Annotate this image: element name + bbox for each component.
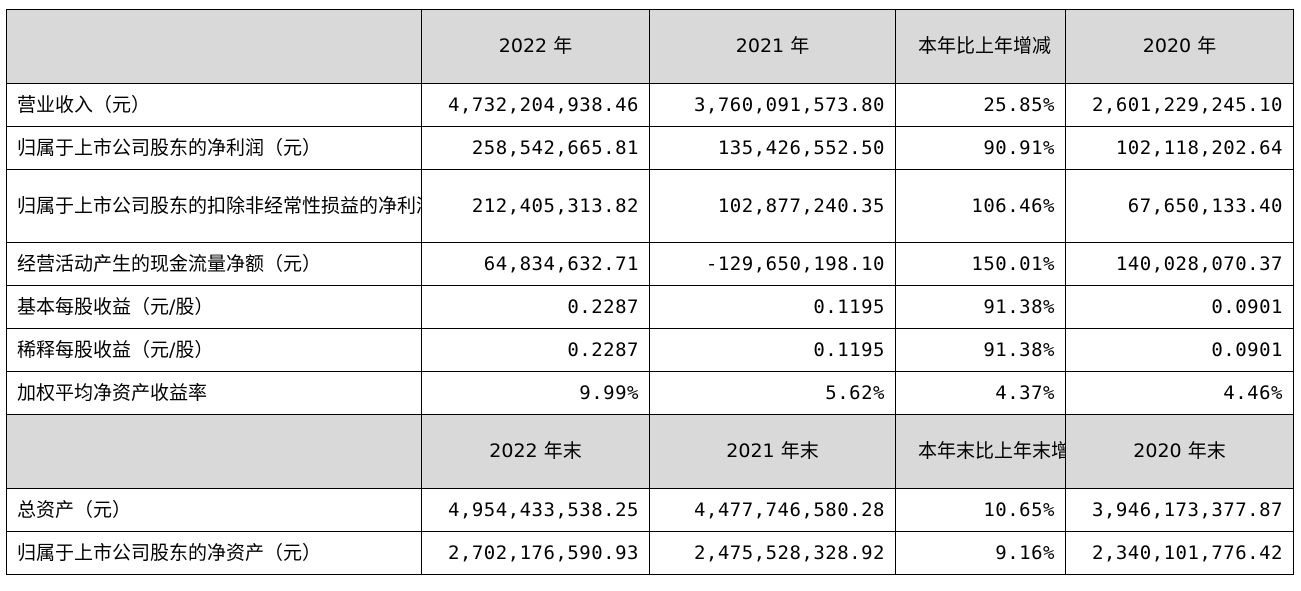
table-row: 加权平均净资产收益率 9.99% 5.62% 4.37% 4.46%	[6, 371, 1294, 415]
table-header-row: 2022 年 2021 年 本年比上年增减 2020 年	[6, 9, 1294, 84]
value-cell: 4.37%	[895, 371, 1066, 415]
table-row: 营业收入（元） 4,732,204,938.46 3,760,091,573.8…	[6, 83, 1294, 127]
header-cell: 本年比上年增减	[895, 9, 1066, 84]
value-cell: 9.16%	[895, 531, 1066, 575]
value-cell: 212,405,313.82	[421, 169, 650, 243]
value-cell: 0.0901	[1065, 328, 1294, 372]
value-cell: 4,477,746,580.28	[649, 488, 896, 532]
value-cell: 25.85%	[895, 83, 1066, 127]
value-cell: 106.46%	[895, 169, 1066, 243]
value-cell: 3,760,091,573.80	[649, 83, 896, 127]
table-row: 归属于上市公司股东的净利润（元） 258,542,665.81 135,426,…	[6, 126, 1294, 170]
table-subheader-row: 2022 年末 2021 年末 本年末比上年末增减 2020 年末	[6, 414, 1294, 489]
header-cell: 2020 年末	[1065, 414, 1294, 489]
value-cell: 150.01%	[895, 242, 1066, 286]
row-label: 归属于上市公司股东的扣除非经常性损益的净利润（元）	[6, 169, 422, 243]
value-cell: 102,877,240.35	[649, 169, 896, 243]
row-label: 经营活动产生的现金流量净额（元）	[6, 242, 422, 286]
value-cell: 67,650,133.40	[1065, 169, 1294, 243]
header-cell: 2022 年末	[421, 414, 650, 489]
value-cell: 2,340,101,776.42	[1065, 531, 1294, 575]
table-row: 经营活动产生的现金流量净额（元） 64,834,632.71 -129,650,…	[6, 242, 1294, 286]
value-cell: 4,732,204,938.46	[421, 83, 650, 127]
row-label: 加权平均净资产收益率	[6, 371, 422, 415]
value-cell: 2,601,229,245.10	[1065, 83, 1294, 127]
value-cell: 135,426,552.50	[649, 126, 896, 170]
row-label: 稀释每股收益（元/股）	[6, 328, 422, 372]
table-row: 归属于上市公司股东的扣除非经常性损益的净利润（元） 212,405,313.82…	[6, 169, 1294, 243]
row-label: 总资产（元）	[6, 488, 422, 532]
header-cell: 本年末比上年末增减	[895, 414, 1066, 489]
value-cell: 0.2287	[421, 285, 650, 329]
table-row: 总资产（元） 4,954,433,538.25 4,477,746,580.28…	[6, 488, 1294, 532]
value-cell: 140,028,070.37	[1065, 242, 1294, 286]
row-label: 营业收入（元）	[6, 83, 422, 127]
value-cell: 5.62%	[649, 371, 896, 415]
table-row: 稀释每股收益（元/股） 0.2287 0.1195 91.38% 0.0901	[6, 328, 1294, 372]
value-cell: 4.46%	[1065, 371, 1294, 415]
value-cell: 3,946,173,377.87	[1065, 488, 1294, 532]
value-cell: 0.1195	[649, 285, 896, 329]
value-cell: 258,542,665.81	[421, 126, 650, 170]
header-blank-cell	[6, 9, 422, 84]
financial-summary-table: 2022 年 2021 年 本年比上年增减 2020 年 营业收入（元） 4,7…	[6, 9, 1294, 575]
header-cell: 2020 年	[1065, 9, 1294, 84]
value-cell: 91.38%	[895, 285, 1066, 329]
value-cell: 0.0901	[1065, 285, 1294, 329]
table-row: 基本每股收益（元/股） 0.2287 0.1195 91.38% 0.0901	[6, 285, 1294, 329]
value-cell: 2,702,176,590.93	[421, 531, 650, 575]
header-cell: 2021 年	[649, 9, 896, 84]
value-cell: -129,650,198.10	[649, 242, 896, 286]
row-label: 归属于上市公司股东的净资产（元）	[6, 531, 422, 575]
value-cell: 2,475,528,328.92	[649, 531, 896, 575]
value-cell: 0.2287	[421, 328, 650, 372]
header-cell: 2021 年末	[649, 414, 896, 489]
table-row: 归属于上市公司股东的净资产（元） 2,702,176,590.93 2,475,…	[6, 531, 1294, 575]
value-cell: 9.99%	[421, 371, 650, 415]
value-cell: 102,118,202.64	[1065, 126, 1294, 170]
value-cell: 90.91%	[895, 126, 1066, 170]
value-cell: 0.1195	[649, 328, 896, 372]
value-cell: 10.65%	[895, 488, 1066, 532]
header-cell: 2022 年	[421, 9, 650, 84]
row-label: 基本每股收益（元/股）	[6, 285, 422, 329]
value-cell: 4,954,433,538.25	[421, 488, 650, 532]
value-cell: 64,834,632.71	[421, 242, 650, 286]
header-blank-cell	[6, 414, 422, 489]
row-label: 归属于上市公司股东的净利润（元）	[6, 126, 422, 170]
value-cell: 91.38%	[895, 328, 1066, 372]
